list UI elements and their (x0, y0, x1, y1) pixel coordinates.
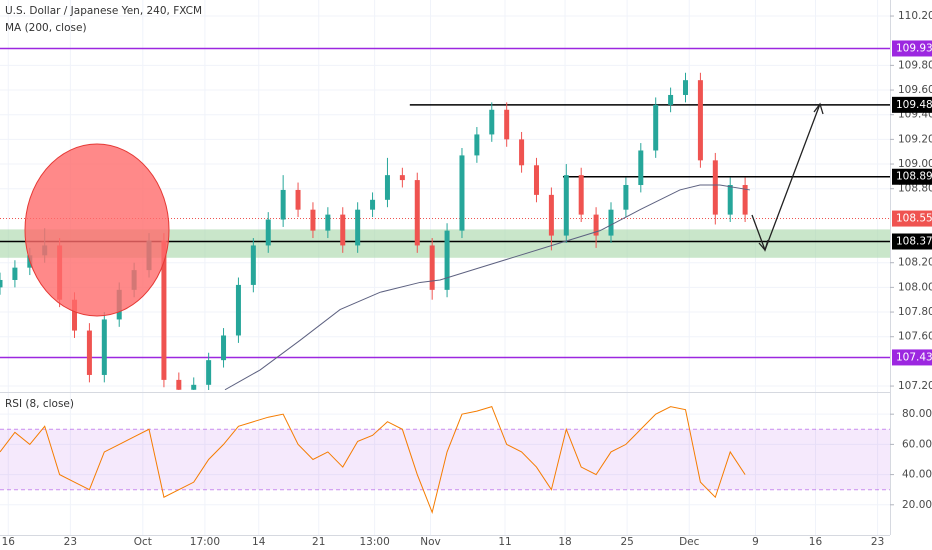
candle-body (489, 109, 495, 135)
price-label: 108.897 (896, 171, 932, 183)
price-label: 109.937 (896, 42, 932, 54)
y-tick-label: 109.200 (898, 133, 932, 145)
circle-highlight (24, 143, 170, 317)
x-tick-label: 16 (809, 536, 823, 548)
x-tick-label: Dec (679, 536, 700, 548)
candle-body (638, 150, 644, 186)
y-tick-label: 60.00 (902, 438, 932, 450)
candle-body (399, 175, 405, 181)
x-tick-label: 18 (558, 536, 571, 548)
y-tick-label: 109.000 (898, 158, 932, 170)
candle-body (86, 330, 92, 375)
candle-body (101, 319, 107, 375)
price-label: 108.372 (896, 235, 932, 247)
y-tick-label: 107.800 (898, 306, 932, 318)
y-tick-label: 109.800 (898, 59, 932, 71)
candle-body (280, 189, 286, 220)
candle-body (0, 279, 3, 288)
price-label: 107.432 (896, 351, 932, 363)
y-tick-label: 108.000 (898, 281, 932, 293)
y-tick-label: 108.200 (898, 257, 932, 269)
price-label: 108.558 (896, 213, 932, 225)
y-tick-label: 107.600 (898, 331, 932, 343)
candle-body (668, 94, 674, 105)
x-tick-label: Oct (134, 536, 152, 548)
moving-average (224, 184, 750, 390)
candle-body (72, 299, 78, 331)
ma-legend: MA (200, close) (5, 22, 87, 34)
candle-body (683, 80, 689, 95)
candle-body (712, 160, 718, 215)
rsi-pane (0, 406, 890, 514)
y-tick-label: 109.600 (898, 84, 932, 96)
y-tick-label: 110.200 (898, 10, 932, 22)
price-label-box (892, 168, 932, 185)
x-tick-label: 16 (2, 536, 16, 548)
x-tick-label: 23 (871, 536, 884, 548)
candle-body (414, 180, 420, 246)
candle-body (474, 134, 480, 156)
candle-body (519, 139, 525, 166)
price-label: 109.480 (896, 99, 932, 111)
x-tick-label: 13:00 (359, 536, 389, 548)
candle-body (608, 209, 614, 236)
x-tick-label: 17:00 (190, 536, 220, 548)
grid (0, 0, 890, 535)
candle-body (653, 104, 659, 151)
arrow-drawing (751, 102, 824, 252)
price-label-box (892, 96, 932, 113)
price-label-box (892, 40, 932, 57)
candle-body (161, 240, 167, 380)
x-tick-label: 25 (620, 536, 633, 548)
x-tick-label: 14 (252, 536, 266, 548)
candle-body (459, 155, 465, 231)
candle-body (563, 175, 569, 236)
symbol-title: U.S. Dollar / Japanese Yen, 240, FXCM (5, 5, 202, 17)
candle-body (697, 80, 703, 161)
y-tick-label: 80.00 (902, 408, 932, 420)
price-label-box (892, 210, 932, 227)
axes: 16 23 Oct 17:00 14 21 13:00 Nov 11 18 25 Dec 9 16 23 11… (2, 10, 932, 548)
rsi-line (0, 406, 746, 514)
candle-body (250, 245, 256, 285)
y-tick-label: 108.800 (898, 183, 932, 195)
candle-body (578, 175, 584, 215)
candle-body (310, 209, 316, 231)
candle-body (533, 165, 539, 195)
candle-body (295, 189, 301, 210)
candle-body (548, 194, 554, 236)
candle-body (206, 360, 212, 385)
rsi-legend: RSI (8, close) (5, 398, 74, 410)
x-tick-label: 11 (498, 536, 511, 548)
candle-body (191, 384, 197, 390)
candle-body (12, 267, 18, 280)
y-tick-label: 20.00 (902, 499, 932, 511)
candle-body (504, 109, 510, 140)
candle-body (727, 185, 733, 215)
price-label-box (892, 349, 932, 366)
candle-body (265, 219, 271, 246)
y-tick-label: 107.200 (898, 380, 932, 392)
candle-body (429, 245, 435, 290)
candle-body (593, 214, 599, 236)
y-tick-label: 40.00 (902, 469, 932, 481)
candle-body (235, 284, 241, 336)
candle-body (340, 214, 346, 246)
candle-body (370, 199, 376, 210)
candle-body (221, 335, 227, 361)
candle-body (623, 185, 629, 210)
x-tick-label: 9 (752, 536, 759, 548)
x-tick-label: 21 (312, 536, 325, 548)
price-label-box (892, 233, 932, 250)
candle-body (384, 175, 390, 200)
candle-body (444, 230, 450, 290)
x-tick-label: Nov (420, 536, 441, 548)
candle-body (355, 209, 361, 246)
x-tick-label: 23 (64, 536, 77, 548)
candle-body (325, 214, 331, 231)
candle-body (176, 379, 182, 390)
candle-body (742, 185, 748, 215)
